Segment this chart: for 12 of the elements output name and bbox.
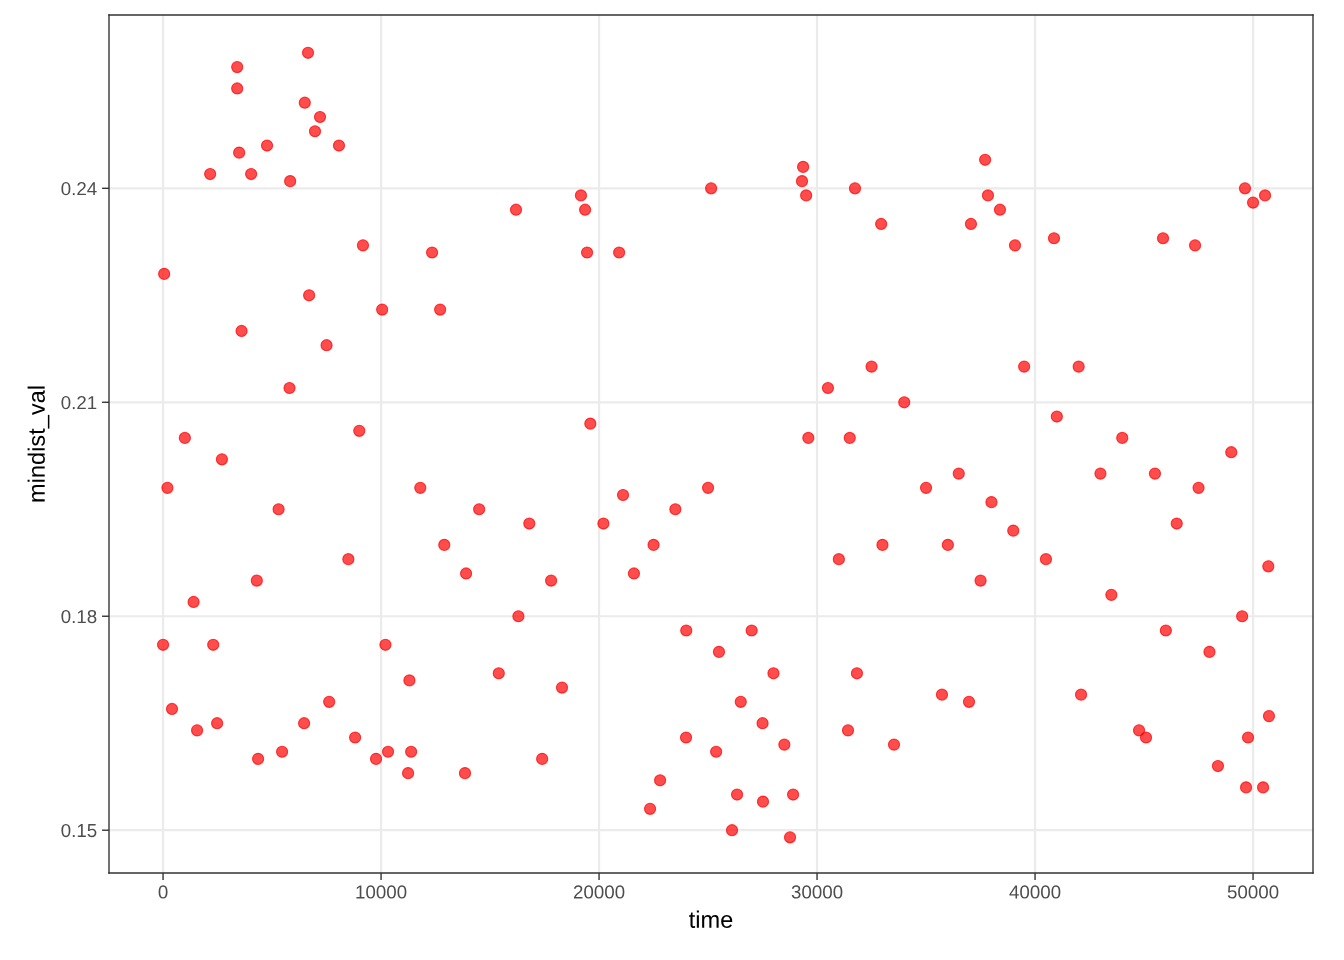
x-tick-label: 20000 xyxy=(573,885,625,899)
x-tick-label: 0 xyxy=(158,885,168,899)
x-axis-title: time xyxy=(689,910,733,928)
y-tick-label: 0.24 xyxy=(61,182,97,196)
y-tick-label: 0.21 xyxy=(61,395,97,410)
x-tick-label: 50000 xyxy=(1227,885,1279,899)
x-tick-label: 40000 xyxy=(1009,885,1061,899)
y-tick-label: 0.15 xyxy=(61,823,97,838)
x-tick-label: 10000 xyxy=(356,885,407,899)
y-axis-title: mindist_val xyxy=(27,386,50,502)
x-tick-label: 30000 xyxy=(791,885,843,899)
y-tick-label: 0.18 xyxy=(61,609,97,624)
